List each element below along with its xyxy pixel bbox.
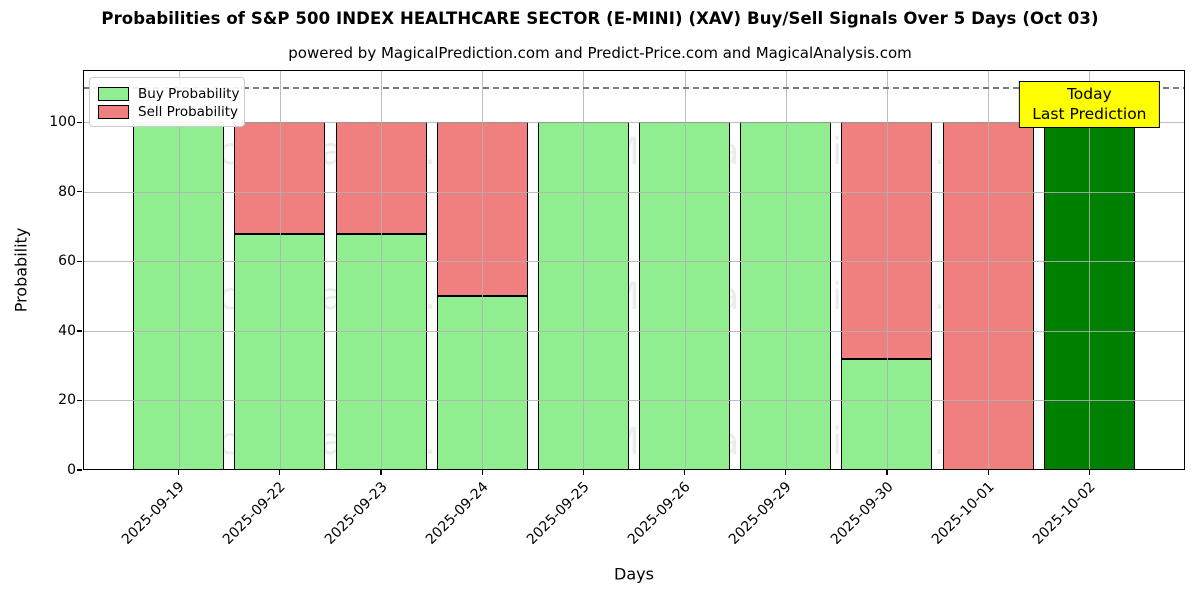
bar-today-segment bbox=[1043, 122, 1135, 470]
x-tick-label: 2025-09-22 bbox=[220, 479, 290, 548]
v-gridline bbox=[1089, 70, 1091, 470]
x-tick-label: 2025-09-25 bbox=[523, 479, 593, 548]
legend-label-buy: Buy Probability bbox=[138, 85, 240, 102]
y-axis-label: Probability bbox=[11, 227, 31, 313]
x-tick-label: 2025-10-01 bbox=[928, 479, 998, 548]
y-tick-mark bbox=[77, 399, 82, 402]
h-gridline bbox=[83, 261, 1185, 263]
y-tick-label: 80 bbox=[58, 183, 76, 200]
sell-swatch-icon bbox=[98, 104, 129, 119]
h-gridline bbox=[83, 330, 1185, 332]
y-tick-mark bbox=[77, 191, 82, 193]
x-tick-label: 2025-09-19 bbox=[119, 479, 188, 548]
legend-item-buy: Buy Probability bbox=[98, 85, 240, 102]
today-annotation-line1: Today bbox=[1066, 85, 1112, 103]
v-gridline bbox=[381, 70, 382, 470]
y-tick-mark bbox=[77, 330, 82, 332]
threshold-dashed-line bbox=[83, 87, 1185, 89]
chart-subtitle: powered by MagicalPrediction.com and Pre… bbox=[288, 44, 912, 62]
v-gridline bbox=[482, 70, 484, 470]
x-tick-label: 2025-09-24 bbox=[422, 479, 492, 548]
x-tick-mark bbox=[987, 470, 989, 475]
x-tick-mark bbox=[886, 470, 888, 475]
v-gridline bbox=[684, 70, 686, 470]
plot-area: MagicalAnalysis.comMagicalPrediction.com… bbox=[83, 70, 1185, 470]
v-gridline bbox=[785, 70, 787, 470]
v-gridline bbox=[887, 70, 888, 470]
today-annotation-line2: Last Prediction bbox=[1032, 105, 1147, 123]
y-tick-label: 0 bbox=[67, 462, 76, 478]
h-gridline bbox=[83, 191, 1185, 193]
y-tick-mark bbox=[77, 260, 82, 262]
y-tick-label: 100 bbox=[49, 114, 76, 131]
v-gridline bbox=[279, 70, 281, 470]
legend-item-sell: Sell Probability bbox=[98, 103, 239, 120]
h-gridline bbox=[83, 122, 1185, 124]
legend-label-sell: Sell Probability bbox=[138, 103, 239, 120]
x-tick-label: 2025-10-02 bbox=[1029, 479, 1099, 548]
h-gridline bbox=[83, 400, 1185, 402]
bar-sell-segment bbox=[942, 122, 1034, 470]
bar-buy-segment bbox=[841, 358, 933, 470]
x-tick-label: 2025-09-30 bbox=[827, 479, 897, 548]
v-gridline bbox=[178, 70, 180, 470]
y-tick-mark bbox=[77, 469, 82, 471]
buy-swatch-icon bbox=[98, 86, 129, 101]
y-tick-label: 60 bbox=[58, 253, 76, 270]
x-axis-label: Days bbox=[614, 564, 654, 584]
x-tick-mark bbox=[582, 470, 585, 475]
v-gridline bbox=[583, 70, 585, 470]
x-tick-mark bbox=[785, 470, 787, 475]
x-tick-mark bbox=[177, 470, 180, 475]
x-tick-mark bbox=[481, 470, 483, 475]
x-tick-label: 2025-09-23 bbox=[321, 479, 391, 548]
y-tick-mark bbox=[77, 121, 82, 123]
x-tick-mark bbox=[683, 470, 686, 475]
chart-title: Probabilities of S&P 500 INDEX HEALTHCAR… bbox=[101, 9, 1099, 28]
x-tick-mark bbox=[380, 470, 382, 475]
x-tick-label: 2025-09-26 bbox=[625, 479, 694, 548]
bar-sell-segment bbox=[841, 122, 933, 359]
x-tick-label: 2025-09-29 bbox=[726, 479, 796, 548]
v-gridline bbox=[988, 70, 990, 470]
y-tick-label: 20 bbox=[58, 392, 76, 409]
y-tick-label: 40 bbox=[58, 322, 76, 339]
today-annotation: Today Last Prediction bbox=[1019, 81, 1160, 128]
legend: Buy Probability Sell Probability bbox=[89, 77, 245, 127]
x-tick-mark bbox=[279, 470, 281, 475]
x-tick-mark bbox=[1088, 470, 1091, 475]
